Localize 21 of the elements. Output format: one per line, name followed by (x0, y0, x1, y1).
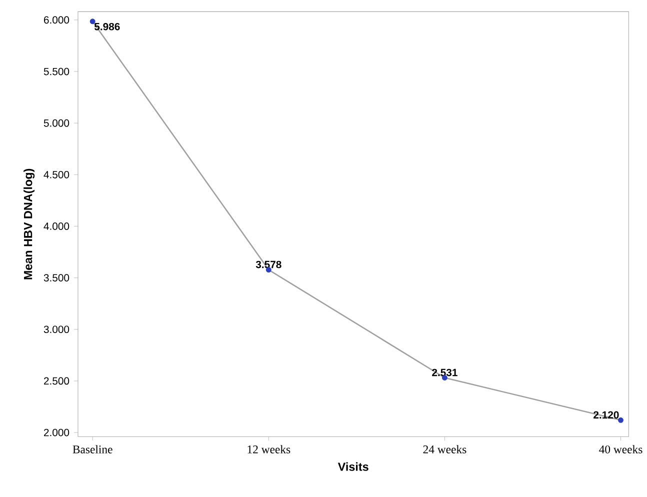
x-tick-label: 12 weeks (248, 445, 290, 454)
y-tick-label: 4.500 (44, 170, 70, 178)
data-label: 5.986 (94, 22, 120, 30)
x-axis-title: Visits (338, 462, 368, 471)
x-tick-label: 24 weeks (423, 445, 466, 454)
y-tick-label: 4.000 (44, 222, 70, 230)
y-axis-title: Mean HBV DNA(log) (24, 168, 35, 280)
x-tick-label: 40 weeks (599, 445, 642, 454)
y-tick-label: 3.500 (44, 274, 70, 282)
data-label: 2.120 (594, 411, 619, 419)
point (618, 417, 624, 423)
y-tick-label: 6.000 (44, 16, 70, 24)
y-tick-label: 3.000 (44, 326, 70, 334)
y-tick-label: 2.000 (44, 428, 70, 436)
data-label: 3.578 (256, 260, 282, 268)
data-label: 2.531 (432, 368, 458, 376)
y-tick-label: 2.500 (44, 377, 70, 385)
y-tick-label: 5.000 (44, 119, 70, 127)
y-tick-label: 5.500 (44, 68, 70, 76)
x-tick-label: Baseline (72, 445, 112, 454)
point (90, 18, 96, 24)
